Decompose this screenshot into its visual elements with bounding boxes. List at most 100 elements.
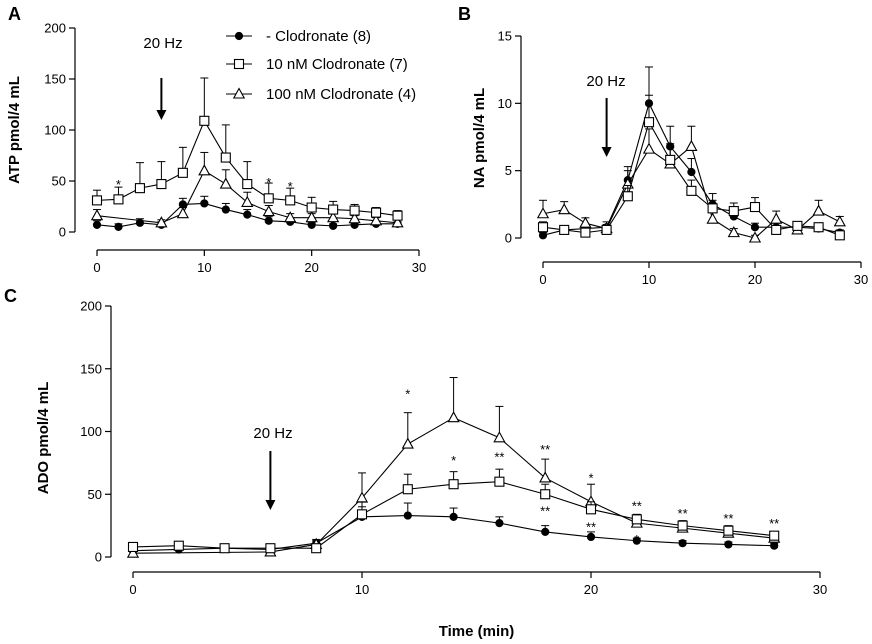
data-point (262, 204, 275, 217)
y-axis-label: NA pmol/4 mL (471, 88, 488, 188)
legend-marker (232, 87, 246, 99)
data-point (126, 546, 140, 558)
data-point (134, 183, 145, 194)
data-point (771, 224, 782, 235)
x-tick-label: 0 (93, 260, 100, 275)
y-axis-label: ATP pmol/4 mL (6, 76, 23, 184)
y-tick-label: 0 (59, 225, 66, 240)
data-point (770, 541, 779, 550)
data-point (173, 540, 184, 551)
data-point (537, 222, 549, 233)
significance-mark: * (116, 177, 121, 192)
y-tick-label: 150 (80, 361, 102, 376)
data-point (494, 476, 505, 487)
data-point (707, 203, 718, 214)
panel-label: A (8, 4, 21, 24)
data-point (402, 484, 413, 495)
significance-mark: ** (678, 506, 688, 521)
data-point (90, 209, 104, 221)
data-point (723, 525, 734, 536)
data-point (559, 224, 570, 235)
y-tick-label: 50 (52, 174, 66, 189)
significance-mark: * (266, 175, 271, 190)
legend-marker (233, 58, 245, 70)
data-point (665, 154, 676, 165)
data-point (728, 206, 739, 217)
data-point (114, 222, 123, 231)
data-point (219, 543, 230, 554)
data-point (349, 205, 360, 216)
data-point (369, 214, 383, 226)
panel-label: B (458, 4, 471, 24)
data-point (770, 212, 783, 224)
data-point (748, 231, 762, 243)
legend: - Clodronate (8) 10 nM Clodronate (7) 100 … (226, 28, 416, 103)
panel-a: A 0 50 100 150 200 0 10 20 30 ATP pmol/4 mL 20 Hz * *… (6, 4, 426, 275)
data-point (642, 142, 656, 154)
data-point (586, 532, 596, 542)
data-point (113, 194, 124, 205)
data-point (242, 179, 253, 190)
panel-label: C (4, 286, 17, 306)
data-point (155, 216, 168, 228)
data-point (356, 509, 368, 520)
y-tick-label: 200 (80, 299, 102, 314)
y-axis-label: ADO pmol/4 mL (35, 382, 52, 495)
data-point (403, 511, 412, 520)
data-point (447, 411, 460, 423)
x-tick-label: 10 (355, 582, 369, 597)
data-point (91, 195, 103, 206)
panel-b: B 0 5 10 15 0 10 20 30 NA pmol/4 mL 20 Hz (458, 4, 868, 287)
data-point (541, 527, 550, 537)
data-point (243, 210, 252, 219)
y-tick-label: 15 (498, 29, 512, 44)
stimulus-arrowhead (156, 110, 167, 120)
data-point (221, 205, 230, 214)
y-tick-label: 0 (505, 231, 512, 246)
x-tick-label: 10 (197, 260, 211, 275)
y-tick-label: 100 (80, 424, 102, 439)
data-point (220, 152, 231, 163)
data-point (92, 220, 102, 229)
data-point (579, 216, 592, 228)
data-point (178, 200, 187, 209)
data-point (539, 471, 552, 483)
stimulus-arrowhead (265, 500, 276, 510)
x-tick-label: 30 (854, 272, 868, 287)
data-point (448, 479, 459, 490)
data-point (311, 543, 322, 554)
data-point (219, 177, 232, 189)
data-point (632, 536, 641, 545)
significance-mark: ** (632, 498, 642, 513)
data-point (834, 230, 845, 241)
x-tick-label: 20 (584, 582, 598, 597)
stimulus-label: 20 Hz (586, 73, 625, 90)
data-point (392, 210, 403, 221)
significance-mark: ** (769, 516, 779, 531)
stimulus-label: 20 Hz (143, 35, 182, 52)
data-point (687, 167, 696, 177)
y-tick-label: 5 (505, 163, 512, 178)
data-point (371, 207, 382, 218)
panel-c: C 0 50 100 150 200 0 10 20 30 ADO pmol/4 mL Time (m… (4, 286, 827, 640)
stimulus-label: 20 Hz (253, 425, 292, 442)
data-point (724, 540, 733, 549)
significance-mark: ** (540, 442, 550, 457)
data-point (241, 195, 254, 207)
significance-mark: ** (494, 449, 504, 464)
series-1 (538, 66, 844, 240)
significance-mark: * (634, 532, 639, 547)
data-point (677, 520, 688, 531)
data-point (177, 167, 188, 178)
data-point (538, 231, 548, 240)
data-point (263, 193, 274, 204)
data-point (558, 203, 571, 215)
y-tick-label: 10 (498, 96, 512, 111)
data-point (749, 201, 761, 213)
data-point (812, 204, 825, 216)
data-point (329, 221, 338, 230)
data-point (493, 431, 506, 443)
data-point (769, 530, 780, 541)
data-point (199, 115, 210, 126)
data-point (176, 206, 189, 219)
